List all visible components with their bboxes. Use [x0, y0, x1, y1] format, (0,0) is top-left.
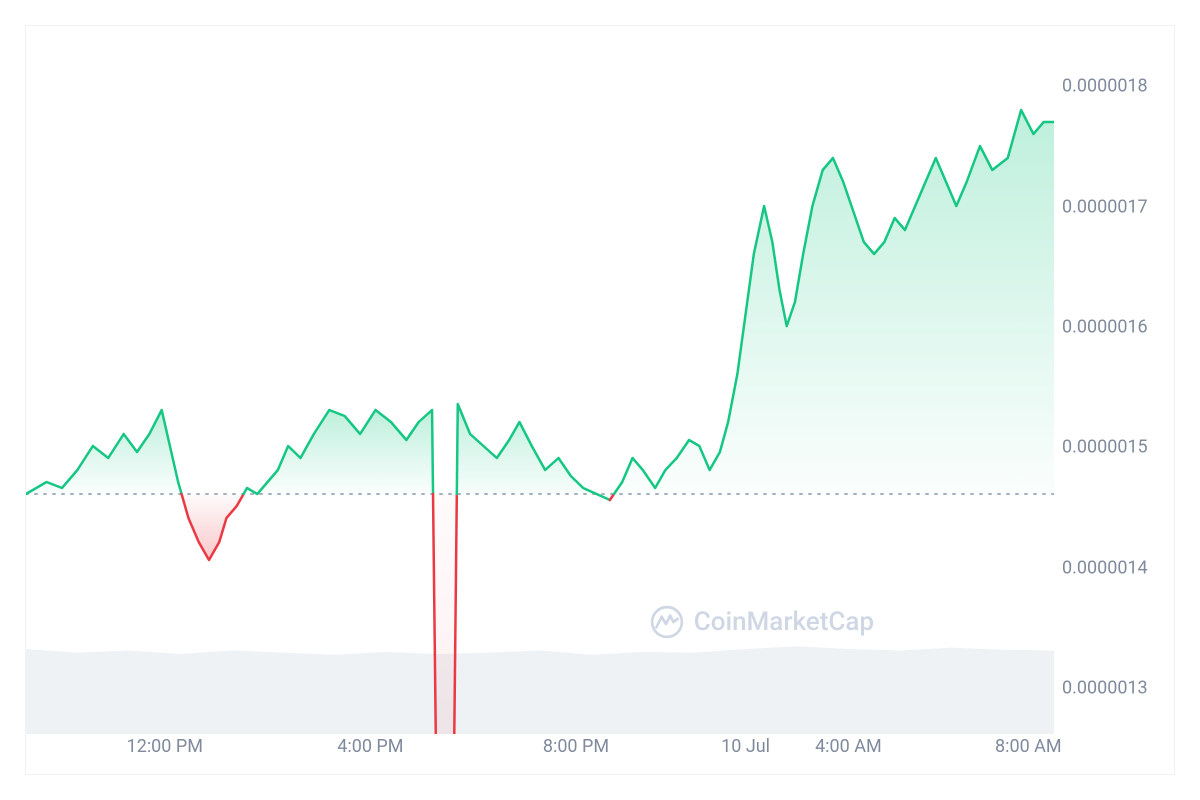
- x-axis-tick-label: 8:00 PM: [543, 736, 609, 757]
- volume-area: [26, 646, 1054, 734]
- area-above-fill: [614, 110, 1054, 494]
- y-axis-tick-label: 0.0000013: [1062, 677, 1148, 698]
- x-axis-tick-label: 8:00 AM: [995, 736, 1062, 757]
- y-axis-tick-label: 0.0000015: [1062, 437, 1148, 458]
- plot-area[interactable]: CoinMarketCap: [26, 26, 1054, 734]
- chart-frame: CoinMarketCap 0.00000130.00000140.000001…: [25, 25, 1175, 775]
- x-axis-tick-label: 12:00 PM: [127, 736, 203, 757]
- y-axis-labels: 0.0000013 0.0000014 0.0000015 0.0000016 0.00…: [1054, 26, 1174, 774]
- x-axis-tick-label: 4:00 PM: [337, 736, 403, 757]
- y-axis-tick-label: 0.0000016: [1062, 316, 1148, 337]
- area-above-fill: [244, 410, 433, 494]
- x-axis-tick-label: 10 Jul: [721, 736, 770, 757]
- y-axis-tick-label: 0.0000018: [1062, 76, 1148, 97]
- x-axis-labels: 12:00 PM4:00 PM8:00 PM10 Jul4:00 AM8:00 …: [26, 736, 1054, 766]
- watermark: CoinMarketCap: [650, 605, 874, 639]
- area-above-fill: [26, 410, 182, 494]
- area-above-fill: [457, 404, 610, 500]
- watermark-text: CoinMarketCap: [694, 607, 874, 637]
- y-axis-tick-label: 0.0000017: [1062, 196, 1148, 217]
- y-axis-tick-label: 0.0000014: [1062, 557, 1148, 578]
- area-below-fill: [182, 494, 244, 560]
- chart-svg: [26, 26, 1054, 734]
- price-chart: CoinMarketCap 0.00000130.00000140.000001…: [0, 0, 1200, 800]
- x-axis-tick-label: 4:00 AM: [815, 736, 882, 757]
- coinmarketcap-logo-icon: [650, 605, 684, 639]
